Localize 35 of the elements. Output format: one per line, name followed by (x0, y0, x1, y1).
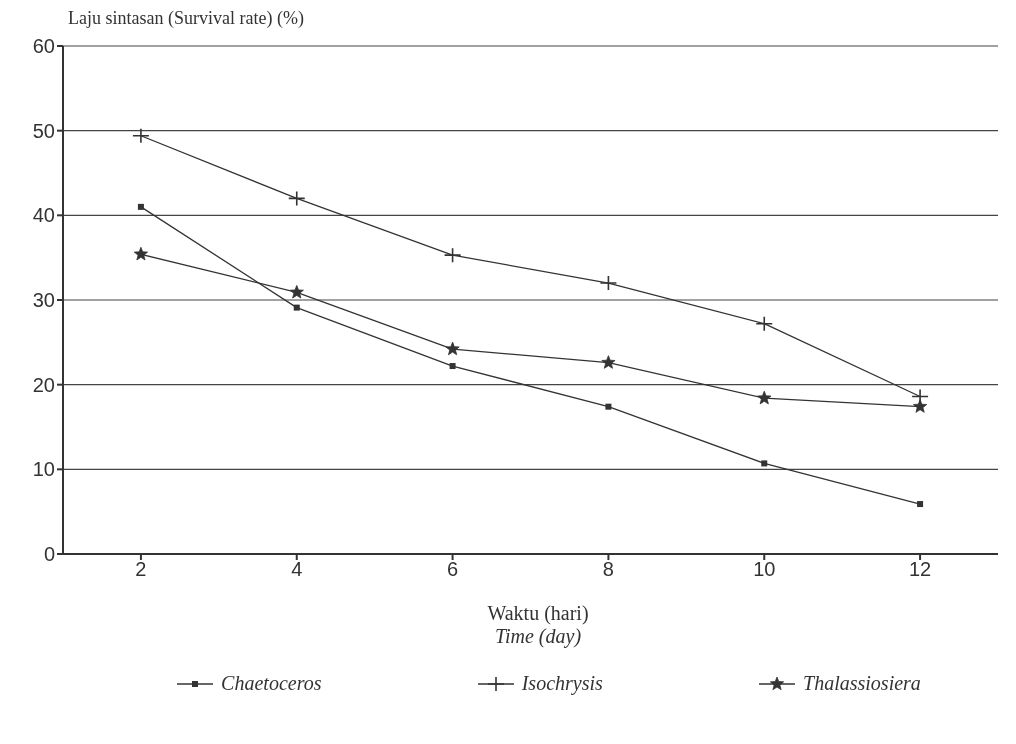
point (137, 203, 144, 210)
point (599, 275, 618, 291)
y-tick-label: 0 (43, 543, 55, 566)
point (445, 341, 460, 356)
point (132, 127, 150, 144)
point (755, 315, 774, 332)
y-tick-label: 20 (32, 373, 55, 396)
y-tick-label: 10 (32, 458, 55, 481)
legend-label: Isochrysis (521, 672, 603, 695)
legend-label: Chaetoceros (221, 672, 322, 695)
point (917, 501, 924, 508)
y-axis-title: Laju sintasan (Survival rate) (%) (68, 8, 305, 30)
point (605, 403, 612, 410)
y-tick-label: 40 (32, 204, 55, 227)
x-tick-label: 12 (908, 558, 932, 581)
point (449, 363, 456, 370)
x-axis-title: Waktu (hari) Time (day) (486, 602, 590, 648)
point (289, 284, 304, 299)
x-tick-label: 2 (135, 558, 147, 581)
point (443, 247, 462, 263)
point (757, 390, 772, 405)
x-tick-label: 10 (753, 558, 776, 581)
point (287, 190, 306, 207)
y-tick-label: 50 (32, 119, 55, 142)
point (761, 460, 768, 467)
point (913, 399, 928, 413)
point (601, 355, 616, 369)
point (133, 246, 148, 261)
x-tick-label: 6 (447, 558, 459, 581)
x-tick-label: 8 (602, 558, 614, 581)
x-tick-label: 4 (291, 558, 303, 581)
y-tick-label: 60 (32, 35, 55, 58)
legend-label: Thalassiosiera (803, 672, 921, 695)
y-tick-label: 30 (32, 289, 55, 312)
point (293, 304, 300, 311)
